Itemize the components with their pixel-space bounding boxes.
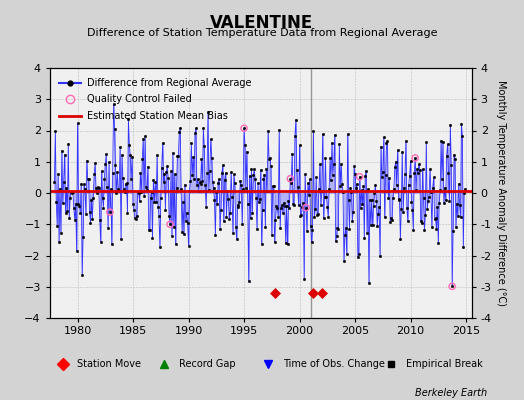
Y-axis label: Monthly Temperature Anomaly Difference (°C): Monthly Temperature Anomaly Difference (…	[496, 80, 506, 306]
Text: Difference from Regional Average: Difference from Regional Average	[87, 78, 252, 88]
Point	[240, 125, 248, 132]
Text: VALENTINE: VALENTINE	[210, 14, 314, 32]
Point	[106, 209, 114, 215]
Text: Time of Obs. Change: Time of Obs. Change	[283, 359, 385, 369]
Point	[302, 204, 310, 211]
Point	[286, 176, 294, 182]
Point	[448, 283, 456, 290]
Text: Difference of Station Temperature Data from Regional Average: Difference of Station Temperature Data f…	[87, 28, 437, 38]
Text: Empirical Break: Empirical Break	[406, 359, 483, 369]
Text: Estimated Station Mean Bias: Estimated Station Mean Bias	[87, 111, 228, 121]
Text: Record Gap: Record Gap	[179, 359, 236, 369]
Point	[411, 155, 419, 161]
Point	[166, 221, 174, 228]
Text: Quality Control Failed: Quality Control Failed	[87, 94, 192, 104]
Text: Berkeley Earth: Berkeley Earth	[415, 388, 487, 398]
Text: Station Move: Station Move	[78, 359, 141, 369]
Point	[355, 174, 364, 180]
